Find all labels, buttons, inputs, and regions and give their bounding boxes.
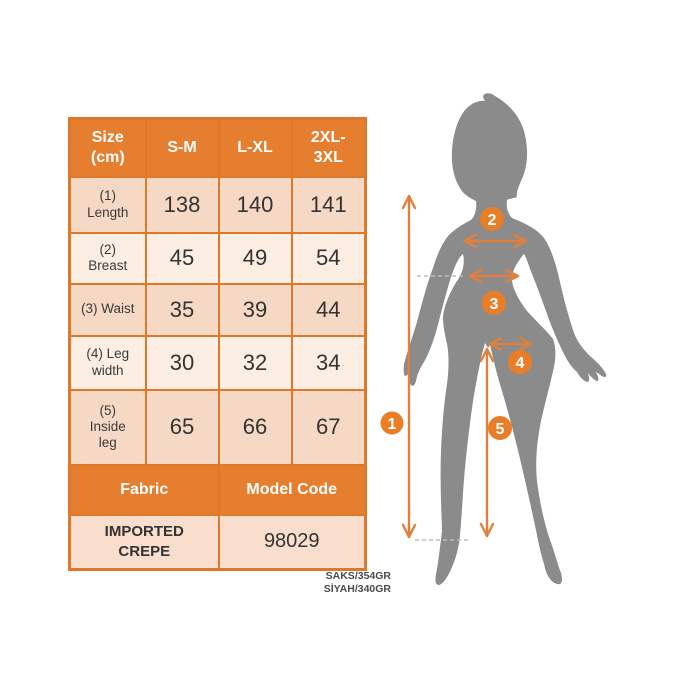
weight-note-saks: SAKS/354GR — [325, 570, 391, 582]
model-code-value: 98029 — [217, 513, 367, 571]
model-code-header: Model Code — [217, 463, 367, 516]
svg-text:3: 3 — [490, 296, 499, 313]
waist-lxl: 39 — [217, 282, 293, 337]
size-chart: Size (cm) S-M L-XL 2XL- 3XL (1) Length 1… — [68, 117, 367, 571]
leg-width-2xl3xl: 34 — [290, 334, 367, 391]
measurement-diagram: 1 2 3 4 5 — [380, 93, 607, 585]
svg-text:5: 5 — [496, 421, 505, 438]
length-arrow — [401, 194, 417, 539]
table-row-breast: (2) Breast 45 49 54 — [68, 231, 367, 285]
inside-leg-2xl3xl: 67 — [290, 388, 367, 466]
fabric-value: IMPORTED CREPE — [68, 513, 220, 571]
column-header-2xl3xl: 2XL- 3XL — [290, 117, 367, 178]
table-footer-value-row: IMPORTED CREPE 98029 — [68, 513, 367, 571]
length-2xl3xl: 141 — [290, 175, 367, 234]
waist-arrow — [468, 268, 520, 284]
table-row-leg-width: (4) Leg width 30 32 34 — [68, 334, 367, 391]
table-row-length: (1) Length 138 140 141 — [68, 175, 367, 234]
inside-leg-lxl: 66 — [217, 388, 293, 466]
row-label-length: (1) Length — [68, 175, 147, 234]
female-silhouette — [403, 93, 607, 585]
marker-3: 3 — [482, 291, 506, 315]
row-label-leg-width: (4) Leg width — [68, 334, 147, 391]
svg-text:1: 1 — [388, 416, 397, 433]
waist-sm: 35 — [144, 282, 220, 337]
fabric-header: Fabric — [68, 463, 220, 516]
length-sm: 138 — [144, 175, 220, 234]
row-label-breast: (2) Breast — [68, 231, 147, 285]
length-lxl: 140 — [217, 175, 293, 234]
row-label-inside-leg: (5) Inside leg — [68, 388, 147, 466]
waist-2xl3xl: 44 — [290, 282, 367, 337]
column-header-size: Size (cm) — [68, 117, 147, 178]
size-chart-table: Size (cm) S-M L-XL 2XL- 3XL (1) Length 1… — [68, 117, 367, 571]
fabric-weight-notes: SAKS/354GR SİYAH/340GR — [280, 570, 391, 596]
table-row-waist: (3) Waist 35 39 44 — [68, 282, 367, 337]
marker-5: 5 — [488, 416, 512, 440]
breast-2xl3xl: 54 — [290, 231, 367, 285]
marker-2: 2 — [480, 207, 504, 231]
svg-text:2: 2 — [488, 212, 497, 229]
breast-sm: 45 — [144, 231, 220, 285]
inside-leg-arrow — [479, 347, 495, 538]
row-label-waist: (3) Waist — [68, 282, 147, 337]
leg-width-lxl: 32 — [217, 334, 293, 391]
marker-1: 1 — [380, 411, 404, 435]
column-header-lxl: L-XL — [217, 117, 293, 178]
leg-width-sm: 30 — [144, 334, 220, 391]
inside-leg-sm: 65 — [144, 388, 220, 466]
column-header-sm: S-M — [144, 117, 220, 178]
breast-arrow — [462, 233, 528, 249]
breast-lxl: 49 — [217, 231, 293, 285]
table-row-inside-leg: (5) Inside leg 65 66 67 — [68, 388, 367, 466]
leg-width-arrow — [488, 336, 533, 352]
table-header-row: Size (cm) S-M L-XL 2XL- 3XL — [68, 117, 367, 178]
weight-note-siyah: SİYAH/340GR — [323, 583, 391, 595]
svg-text:4: 4 — [516, 355, 525, 372]
marker-4: 4 — [508, 350, 532, 374]
table-footer-header-row: Fabric Model Code — [68, 463, 367, 516]
